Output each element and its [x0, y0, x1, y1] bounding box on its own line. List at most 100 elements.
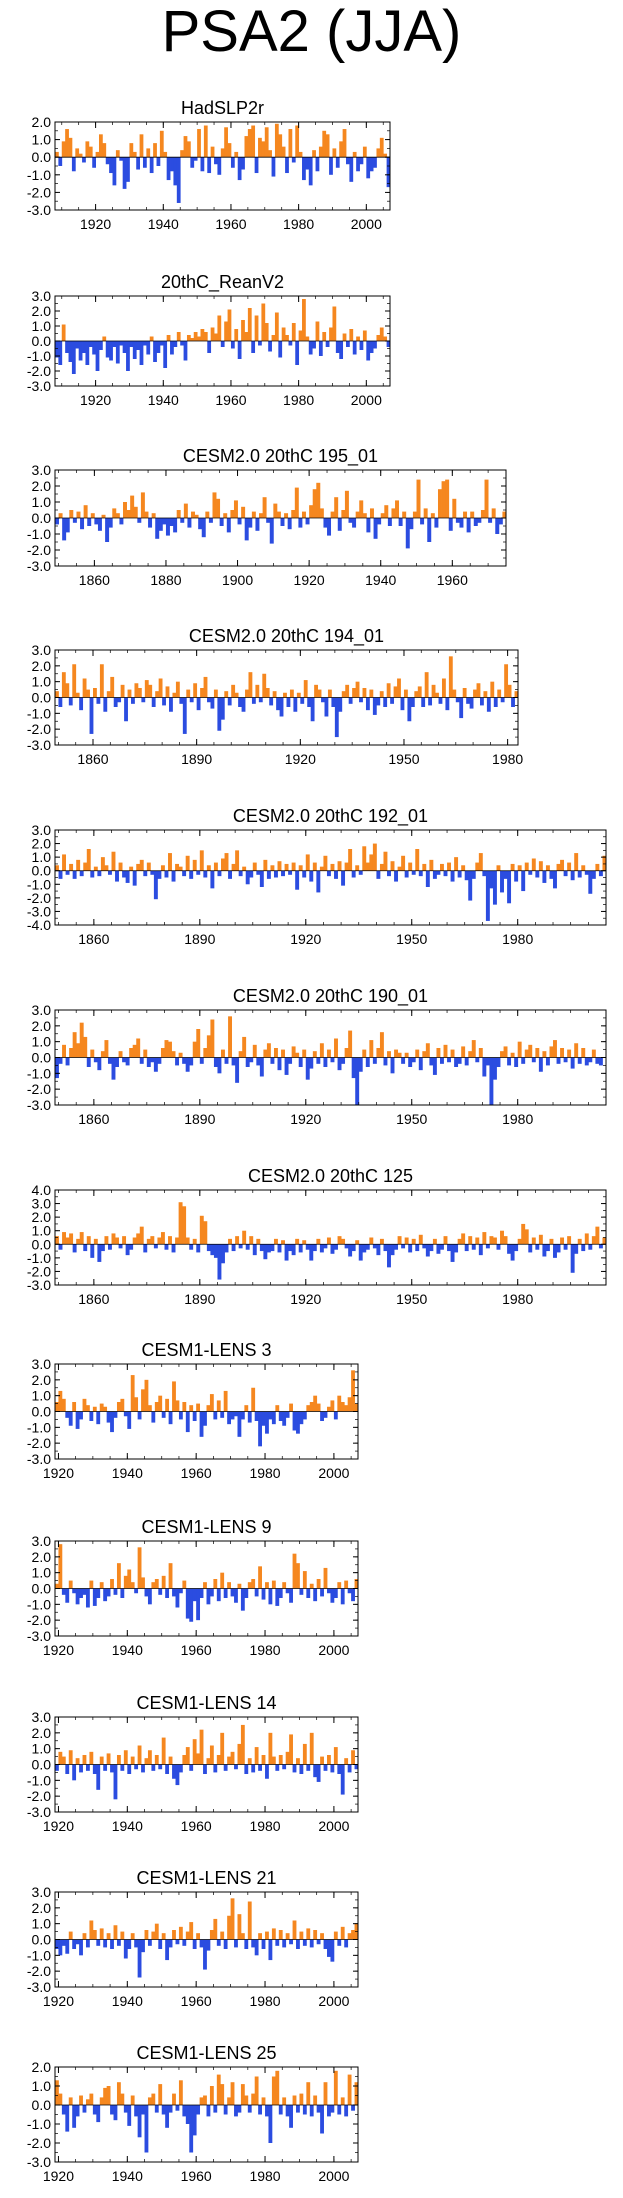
data-bar-1973 [240, 1411, 245, 1420]
y-tick-label: 2.0 [32, 1549, 52, 1565]
data-bar-1926 [79, 1588, 83, 1598]
y-tick-label: 0.0 [32, 1581, 52, 1597]
data-bar-1996 [574, 1244, 579, 1254]
data-bar-1919 [55, 1402, 59, 1412]
data-bar-1921 [309, 1057, 314, 1069]
y-tick-label: 2.0 [32, 114, 52, 130]
x-tick-label: 1980 [249, 1465, 280, 1481]
data-bar-1983 [275, 1405, 280, 1412]
data-bar-1982 [271, 1580, 276, 1589]
data-bar-1916 [286, 697, 291, 707]
data-bar-1987 [289, 1734, 293, 1765]
data-bar-1911 [273, 1238, 278, 1245]
data-bar-1915 [283, 692, 287, 698]
data-bar-1948 [397, 678, 401, 698]
data-bar-1995 [349, 157, 354, 182]
data-bar-1922 [316, 482, 321, 518]
data-bar-1849 [55, 1057, 59, 1079]
data-bar-1976 [285, 157, 289, 174]
data-bar-1860 [93, 1238, 98, 1245]
data-bar-1947 [151, 2093, 156, 2105]
data-bar-1953 [422, 1244, 427, 1249]
data-bar-1952 [168, 1411, 173, 1425]
data-bar-1970 [230, 1411, 235, 1420]
data-bar-1970 [230, 1751, 235, 1765]
x-tick-label: 1920 [285, 751, 316, 767]
data-bar-1949 [158, 1395, 163, 1412]
data-bar-1942 [134, 1397, 139, 1412]
data-bar-1959 [443, 1236, 448, 1245]
data-bar-1942 [376, 697, 381, 706]
y-tick-label: 0.0 [32, 2097, 52, 2113]
data-bar-1907 [255, 684, 260, 698]
data-bar-1967 [471, 870, 476, 879]
data-bar-1946 [390, 697, 395, 704]
data-bar-1921 [312, 489, 317, 518]
data-bar-1956 [432, 870, 437, 879]
data-bar-1971 [234, 1411, 238, 1417]
data-bar-1964 [209, 1930, 214, 1940]
data-bar-1921 [98, 341, 103, 350]
data-bar-1957 [436, 870, 441, 875]
data-bar-1866 [115, 1237, 119, 1245]
data-bar-2005 [383, 336, 388, 341]
y-tick-label: 1.0 [32, 849, 52, 865]
data-bar-1977 [254, 1411, 259, 1421]
data-bar-1949 [412, 511, 417, 518]
data-bar-1957 [428, 697, 433, 706]
data-bar-1965 [464, 870, 469, 881]
page-title: PSA2 (JJA) [161, 0, 462, 64]
data-bar-1869 [125, 870, 130, 883]
data-bar-1914 [284, 1244, 289, 1261]
data-bar-1943 [391, 508, 396, 518]
data-bar-1988 [292, 1764, 297, 1773]
data-bar-1938 [369, 1237, 374, 1245]
data-bar-1913 [281, 1049, 285, 1058]
data-bar-1951 [200, 157, 205, 172]
data-bar-1975 [281, 146, 286, 158]
data-bar-1943 [379, 691, 384, 698]
x-tick-label: 1860 [78, 931, 109, 947]
data-bar-1894 [213, 1057, 218, 1067]
data-bar-1945 [180, 150, 184, 158]
data-bar-1958 [224, 127, 228, 158]
data-bar-1959 [192, 1588, 197, 1602]
data-bar-1951 [165, 2105, 170, 2128]
data-bar-1850 [58, 870, 63, 879]
data-bar-1923 [310, 697, 315, 722]
data-bar-1947 [151, 1931, 156, 1940]
data-bar-1937 [365, 862, 370, 871]
data-bar-1945 [394, 1244, 399, 1250]
data-bar-1996 [320, 1588, 324, 1597]
data-bar-1863 [105, 518, 110, 542]
data-bar-1913 [284, 513, 289, 518]
data-bar-1927 [82, 2105, 87, 2113]
data-bar-1971 [234, 2105, 238, 2117]
data-bar-1890 [199, 850, 204, 871]
data-bar-1945 [180, 341, 184, 346]
y-tick-label: 2.0 [32, 836, 52, 852]
data-bar-1946 [397, 1236, 402, 1245]
data-bar-1963 [457, 1238, 462, 1245]
data-bar-1932 [99, 1756, 104, 1765]
data-bar-1879 [162, 518, 167, 525]
data-bar-1969 [227, 1756, 232, 1765]
data-bar-1950 [411, 1238, 416, 1245]
data-bar-1898 [230, 510, 235, 518]
y-tick-label: 0.0 [32, 690, 52, 706]
data-bar-1970 [473, 689, 477, 698]
data-bar-1977 [254, 2076, 259, 2105]
data-bar-1976 [251, 1939, 256, 1948]
data-bar-1888 [194, 514, 199, 518]
data-bar-1955 [178, 1588, 183, 1594]
data-bar-1992 [306, 2082, 311, 2105]
data-bar-1919 [296, 692, 301, 698]
data-bar-1989 [296, 2105, 300, 2113]
data-bar-1982 [524, 1229, 529, 1245]
data-bar-1876 [150, 1236, 155, 1245]
data-bar-1857 [83, 505, 88, 518]
data-bar-1948 [409, 518, 414, 530]
data-bar-1929 [126, 157, 130, 182]
data-bar-1926 [115, 341, 120, 364]
data-bar-1939 [377, 518, 382, 525]
